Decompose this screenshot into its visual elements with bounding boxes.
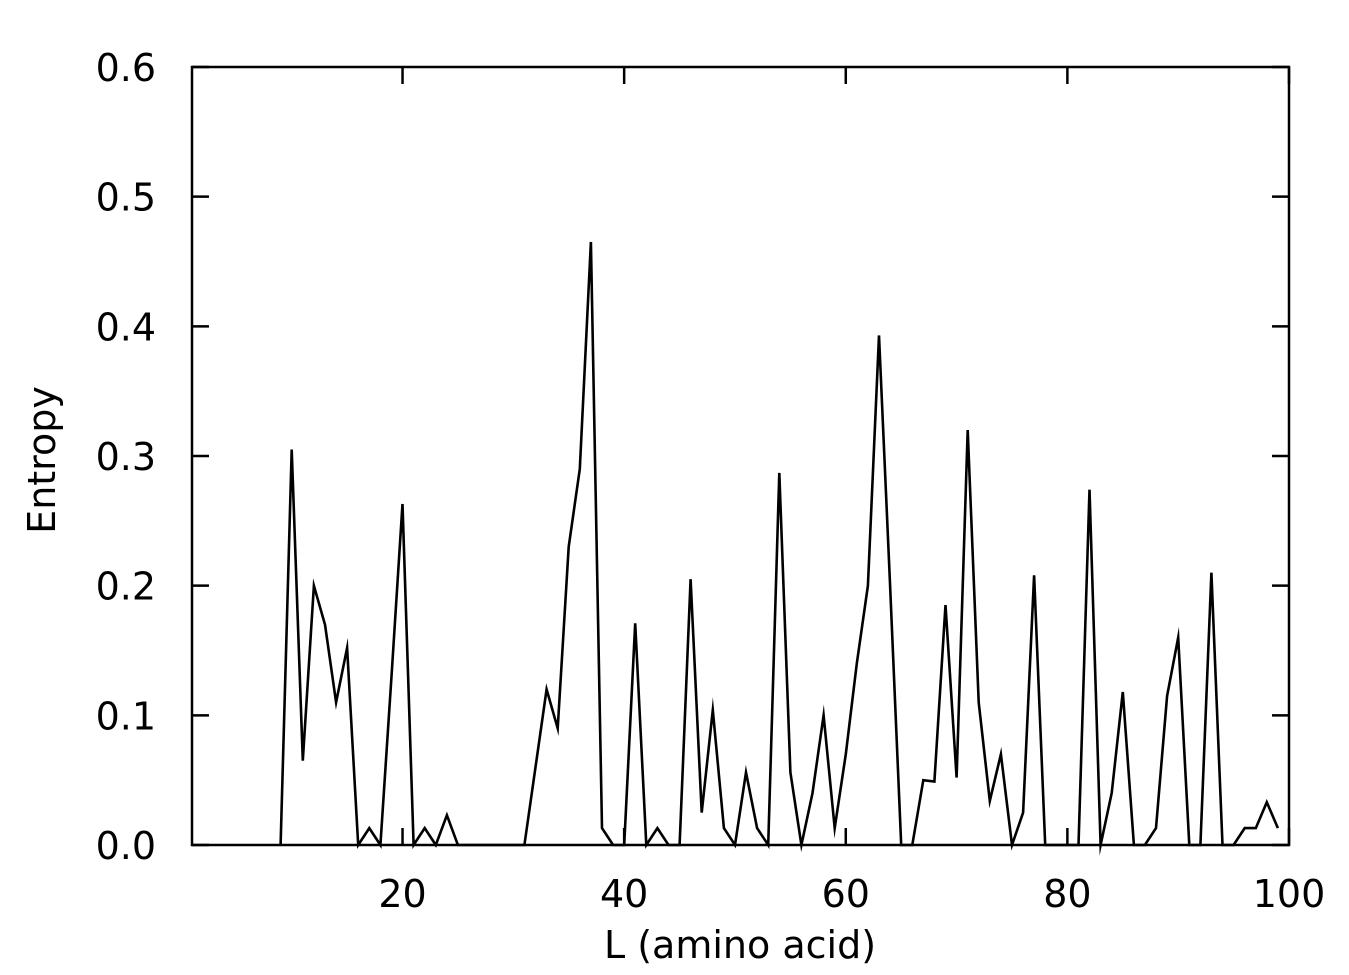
series-layer (279, 241, 1280, 856)
y-tick-label-0: 0.0 (96, 824, 156, 868)
y-axis-label: Entropy (20, 386, 64, 534)
series-line-0 (279, 241, 1280, 856)
x-axis-label: L (amino acid) (604, 923, 876, 967)
x-tick-label-20: 20 (378, 872, 426, 916)
x-tick-label-40: 40 (600, 872, 648, 916)
y-tick-label-0-4: 0.4 (96, 305, 156, 349)
x-tick-label-60: 60 (822, 872, 870, 916)
x-axis-ticks: 20 40 60 80 100 (378, 67, 1325, 916)
y-tick-label-0-2: 0.2 (96, 565, 156, 609)
y-tick-label-0-1: 0.1 (96, 694, 156, 738)
y-tick-label-0-6: 0.6 (96, 46, 156, 90)
x-tick-label-80: 80 (1043, 872, 1091, 916)
y-axis-ticks: 0.0 0.1 0.2 0.3 0.4 0.5 0.6 (96, 46, 1289, 868)
x-tick-label-100: 100 (1253, 872, 1326, 916)
y-tick-label-0-5: 0.5 (96, 176, 156, 220)
y-tick-label-0-3: 0.3 (96, 435, 156, 479)
